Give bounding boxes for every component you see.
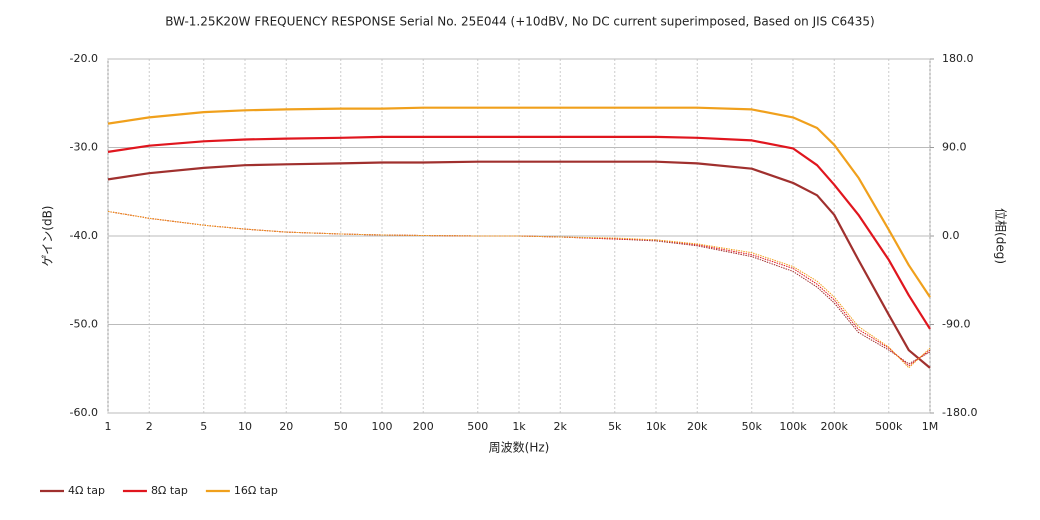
y-tick-label: -20.0 <box>70 52 98 65</box>
gain-line <box>107 106 931 298</box>
gain-line <box>107 160 931 369</box>
legend-label: 4Ω tap <box>68 484 105 497</box>
x-tick-label: 100k <box>779 420 807 433</box>
x-axis-label: 周波数(Hz) <box>489 440 550 455</box>
y2-tick-label: 180.0 <box>942 52 974 65</box>
x-tick-label: 200k <box>821 420 849 433</box>
x-tick-label: 20k <box>687 420 708 433</box>
legend-label: 16Ω tap <box>234 484 278 497</box>
x-tick-label: 200 <box>413 420 434 433</box>
x-tick-label: 5k <box>608 420 622 433</box>
x-tick-label: 1M <box>922 420 939 433</box>
x-tick-label: 5 <box>200 420 207 433</box>
x-tick-label: 500k <box>875 420 903 433</box>
x-tick-label: 50 <box>334 420 348 433</box>
x-tick-label: 500 <box>467 420 488 433</box>
x-tick-label: 50k <box>742 420 763 433</box>
x-tick-label: 100 <box>372 420 393 433</box>
x-tick-label: 10 <box>238 420 252 433</box>
y-tick-label: -50.0 <box>70 318 98 331</box>
legend-label: 8Ω tap <box>151 484 188 497</box>
x-tick-label: 20 <box>279 420 293 433</box>
y-tick-label: -30.0 <box>70 141 98 154</box>
y2-tick-label: -180.0 <box>942 406 977 419</box>
phase-line <box>107 210 931 369</box>
y-axis-label: ゲイン(dB) <box>41 206 55 267</box>
x-tick-label: 10k <box>646 420 667 433</box>
x-tick-label: 1k <box>512 420 526 433</box>
y2-tick-label: 90.0 <box>942 141 967 154</box>
y-tick-label: -40.0 <box>70 229 98 242</box>
x-tick-label: 2 <box>146 420 153 433</box>
y2-tick-label: -90.0 <box>942 318 970 331</box>
x-tick-label: 2k <box>554 420 568 433</box>
y2-axis-label: 位相(deg) <box>994 208 1009 264</box>
y2-tick-label: 0.0 <box>942 229 960 242</box>
chart-title: BW-1.25K20W FREQUENCY RESPONSE Serial No… <box>165 15 874 29</box>
x-tick-label: 1 <box>105 420 112 433</box>
gain-line <box>107 135 931 330</box>
y-tick-label: -60.0 <box>70 406 98 419</box>
